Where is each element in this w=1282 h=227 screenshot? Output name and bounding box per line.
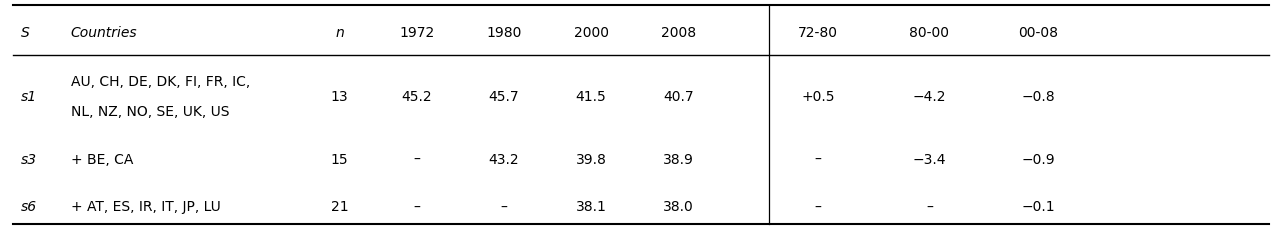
Text: + BE, CA: + BE, CA: [71, 152, 133, 166]
Text: –: –: [413, 152, 420, 166]
Text: −0.1: −0.1: [1022, 200, 1055, 214]
Text: −3.4: −3.4: [913, 152, 946, 166]
Text: 43.2: 43.2: [488, 152, 519, 166]
Text: –: –: [814, 200, 822, 214]
Text: 00-08: 00-08: [1018, 26, 1059, 40]
Text: –: –: [814, 152, 822, 166]
Text: 80-00: 80-00: [909, 26, 950, 40]
Text: 21: 21: [331, 200, 349, 214]
Text: –: –: [500, 200, 508, 214]
Text: −0.9: −0.9: [1022, 152, 1055, 166]
Text: + AT, ES, IR, IT, JP, LU: + AT, ES, IR, IT, JP, LU: [71, 200, 221, 214]
Text: 1980: 1980: [486, 26, 522, 40]
Text: s3: s3: [21, 152, 37, 166]
Text: 2000: 2000: [573, 26, 609, 40]
Text: 15: 15: [331, 152, 349, 166]
Text: 45.2: 45.2: [401, 89, 432, 104]
Text: 39.8: 39.8: [576, 152, 606, 166]
Text: 72-80: 72-80: [797, 26, 838, 40]
Text: +0.5: +0.5: [801, 89, 835, 104]
Text: Countries: Countries: [71, 26, 137, 40]
Text: –: –: [413, 200, 420, 214]
Text: 40.7: 40.7: [663, 89, 694, 104]
Text: –: –: [926, 200, 933, 214]
Text: 38.1: 38.1: [576, 200, 606, 214]
Text: s1: s1: [21, 89, 37, 104]
Text: 41.5: 41.5: [576, 89, 606, 104]
Text: s6: s6: [21, 200, 37, 214]
Text: AU, CH, DE, DK, FI, FR, IC,: AU, CH, DE, DK, FI, FR, IC,: [71, 75, 250, 89]
Text: −0.8: −0.8: [1022, 89, 1055, 104]
Text: 13: 13: [331, 89, 349, 104]
Text: 38.0: 38.0: [663, 200, 694, 214]
Text: 38.9: 38.9: [663, 152, 694, 166]
Text: 1972: 1972: [399, 26, 435, 40]
Text: n: n: [336, 26, 344, 40]
Text: S: S: [21, 26, 29, 40]
Text: 2008: 2008: [660, 26, 696, 40]
Text: 45.7: 45.7: [488, 89, 519, 104]
Text: NL, NZ, NO, SE, UK, US: NL, NZ, NO, SE, UK, US: [71, 104, 229, 118]
Text: −4.2: −4.2: [913, 89, 946, 104]
